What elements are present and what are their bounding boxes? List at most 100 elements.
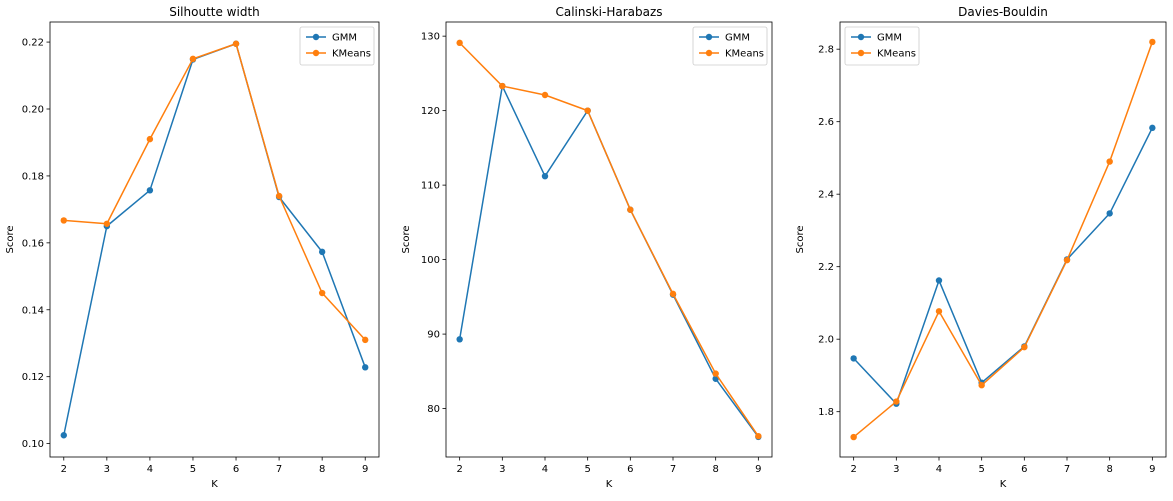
legend-label: KMeans: [877, 49, 916, 60]
data-point-gmm: [541, 172, 549, 180]
data-point-kmeans: [1063, 256, 1071, 264]
x-tick-label: 7: [670, 464, 676, 475]
y-tick-label: 90: [427, 330, 440, 341]
x-tick-label: 2: [61, 464, 67, 475]
x-tick-label: 2: [850, 464, 856, 475]
x-tick-label: 9: [1149, 464, 1155, 475]
y-tick-label: 2.4: [818, 190, 834, 201]
legend-marker-gmm: [312, 33, 320, 41]
x-tick-label: 5: [978, 464, 984, 475]
plot-frame: [49, 21, 380, 458]
x-axis-label: K: [211, 479, 218, 490]
legend-marker-kmeans: [705, 49, 713, 57]
y-tick-label: 2.8: [818, 45, 834, 56]
data-point-kmeans: [669, 290, 677, 298]
y-tick-label: 100: [421, 255, 440, 266]
data-point-kmeans: [232, 40, 240, 47]
series-line-gmm: [63, 43, 366, 436]
data-point-kmeans: [850, 433, 857, 441]
data-point-gmm: [935, 277, 943, 284]
x-tick-label: 3: [499, 464, 505, 475]
data-point-kmeans: [627, 206, 634, 213]
x-tick-label: 9: [755, 464, 761, 475]
chart-panel-3: Davies-Bouldin 2 3 4 5 6 7 8 9 1.8 2.0 2.2 2.4 2.6 2.8…: [795, 5, 1167, 490]
data-point-kmeans: [60, 217, 67, 224]
plot-frame: [445, 21, 773, 458]
data-point-kmeans: [456, 39, 463, 47]
data-point-kmeans: [1106, 158, 1113, 165]
data-point-kmeans: [755, 432, 762, 440]
data-point-gmm: [850, 355, 857, 362]
series-line-kmeans: [853, 41, 1154, 438]
y-axis-label: Score: [401, 225, 412, 253]
data-point-kmeans: [893, 398, 900, 405]
legend-marker-gmm: [705, 33, 713, 41]
data-point-kmeans: [318, 289, 326, 297]
data-point-kmeans: [935, 308, 943, 315]
y-tick-label: 0.14: [22, 305, 44, 316]
data-point-kmeans: [103, 220, 111, 227]
y-tick-label: 0.18: [22, 171, 44, 182]
y-tick-label: 0.16: [22, 238, 44, 249]
legend-label: GMM: [877, 33, 902, 44]
x-axis-label: K: [1000, 479, 1007, 490]
chart-panel-1: Silhoutte width 2 3 4 5 6 7 8 9 0.10 0.12 0.14 0.16 0…: [5, 5, 380, 490]
chart-panel-2: Calinski-Harabazs 2 3 4 5 6 7 8 9 80 90 100 110 120 13…: [401, 5, 773, 490]
data-point-gmm: [456, 336, 463, 343]
data-point-kmeans: [1149, 38, 1156, 46]
y-tick-label: 2.6: [818, 117, 834, 128]
y-tick-label: 1.8: [818, 407, 834, 418]
chart-title: Silhoutte width: [169, 5, 260, 19]
y-tick-label: 0.12: [22, 372, 44, 383]
y-tick-label: 130: [421, 32, 440, 43]
data-point-gmm: [146, 187, 154, 194]
y-tick-label: 2.2: [818, 262, 834, 273]
legend-label: KMeans: [725, 49, 764, 60]
y-tick-label: 0.20: [22, 105, 44, 116]
data-point-kmeans: [362, 336, 369, 344]
y-tick-label: 80: [427, 404, 440, 415]
x-tick-label: 6: [233, 464, 239, 475]
data-point-kmeans: [189, 55, 197, 63]
y-tick-label: 0.22: [22, 38, 44, 49]
x-tick-label: 3: [104, 464, 110, 475]
x-tick-label: 8: [712, 464, 718, 475]
data-point-kmeans: [146, 135, 154, 143]
data-point-gmm: [318, 248, 326, 256]
data-point-gmm: [1149, 124, 1156, 132]
x-tick-label: 9: [362, 464, 368, 475]
x-tick-label: 4: [936, 464, 942, 475]
x-tick-label: 6: [1021, 464, 1027, 475]
chart-title: Davies-Bouldin: [958, 5, 1048, 19]
x-tick-label: 4: [147, 464, 153, 475]
x-tick-label: 4: [542, 464, 548, 475]
x-tick-label: 8: [319, 464, 325, 475]
y-axis-label: Score: [5, 225, 16, 253]
series-line-kmeans: [63, 43, 366, 341]
legend-marker-gmm: [857, 33, 865, 41]
y-axis-label: Score: [795, 225, 806, 253]
x-tick-label: 3: [893, 464, 899, 475]
legend-label: KMeans: [332, 49, 371, 60]
data-point-gmm: [1106, 210, 1113, 217]
y-tick-label: 110: [421, 181, 440, 192]
y-tick-label: 0.10: [22, 439, 44, 450]
plot-frame: [839, 21, 1167, 458]
x-tick-label: 5: [584, 464, 590, 475]
x-tick-label: 6: [627, 464, 633, 475]
data-point-gmm: [60, 432, 67, 439]
legend-marker-kmeans: [857, 49, 865, 57]
legend-label: GMM: [332, 33, 357, 44]
data-point-kmeans: [978, 382, 985, 389]
series-line-gmm: [853, 127, 1154, 405]
data-point-kmeans: [584, 107, 591, 114]
x-tick-label: 5: [190, 464, 196, 475]
data-point-kmeans: [499, 82, 506, 90]
data-point-kmeans: [712, 370, 719, 377]
x-axis-label: K: [606, 479, 613, 490]
series-line-kmeans: [459, 42, 759, 437]
x-tick-label: 7: [276, 464, 282, 475]
y-tick-label: 120: [421, 106, 440, 117]
x-tick-label: 2: [456, 464, 462, 475]
